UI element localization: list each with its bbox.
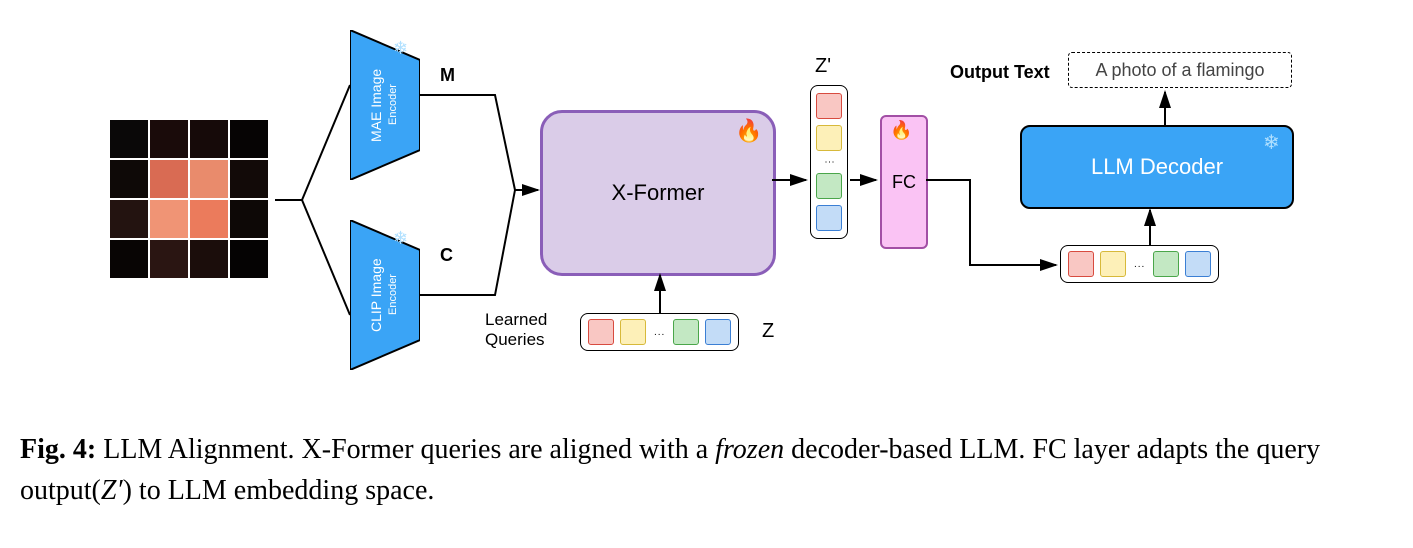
zprime-tokens: ⋮ <box>810 85 848 239</box>
snowflake-icon: ❄ <box>393 228 408 249</box>
mae-title: MAE Image <box>368 68 384 141</box>
image-patch <box>150 160 188 198</box>
snowflake-icon: ❄ <box>1263 130 1280 155</box>
token-green <box>816 173 842 199</box>
learned-queries-tokens: ... <box>580 313 739 351</box>
token-yellow <box>1100 251 1126 277</box>
ellipsis-icon: ... <box>652 327 667 338</box>
image-patch <box>190 160 228 198</box>
llm-decoder-block: LLM Decoder <box>1020 125 1294 209</box>
llm-label: LLM Decoder <box>1091 154 1223 180</box>
image-patch <box>150 200 188 238</box>
token-green <box>1153 251 1179 277</box>
image-patch <box>230 240 268 278</box>
fire-icon: 🔥 <box>890 120 912 141</box>
caption-italic: frozen <box>715 434 784 465</box>
image-patch <box>150 240 188 278</box>
llm-input-tokens: ... <box>1060 245 1219 283</box>
image-patch <box>190 240 228 278</box>
mae-encoder-label: MAE Image Encoder <box>368 60 402 150</box>
learned-queries-label: Learned Queries <box>485 310 547 351</box>
image-patch <box>190 200 228 238</box>
m-label: M <box>440 65 455 86</box>
figure-caption: Fig. 4: LLM Alignment. X-Former queries … <box>20 430 1390 511</box>
image-patch <box>110 120 148 158</box>
image-patch <box>190 120 228 158</box>
token-yellow <box>816 125 842 151</box>
token-red <box>588 319 614 345</box>
token-red <box>816 93 842 119</box>
clip-encoder-label: CLIP Image Encoder <box>368 250 402 340</box>
token-yellow <box>620 319 646 345</box>
caption-fig-label: Fig. 4: <box>20 434 96 465</box>
token-green <box>673 319 699 345</box>
ellipsis-icon: ⋮ <box>827 157 832 167</box>
ellipsis-icon: ... <box>1132 259 1147 270</box>
image-patch <box>150 120 188 158</box>
architecture-diagram: MAE Image Encoder ❄ CLIP Image Encoder ❄… <box>20 20 1393 390</box>
mae-sub: Encoder <box>387 85 399 126</box>
token-red <box>1068 251 1094 277</box>
caption-a: LLM Alignment. X-Former queries are alig… <box>96 434 715 465</box>
clip-sub: Encoder <box>387 275 399 316</box>
input-image-grid <box>110 120 268 278</box>
token-blue <box>705 319 731 345</box>
z-label: Z <box>762 320 774 343</box>
output-text-box: A photo of a flamingo <box>1068 52 1292 88</box>
caption-c: ) to LLM embedding space. <box>123 475 435 506</box>
xformer-label: X-Former <box>612 180 705 206</box>
output-text-value: A photo of a flamingo <box>1095 60 1264 81</box>
image-patch <box>230 120 268 158</box>
snowflake-icon: ❄ <box>393 38 408 59</box>
clip-title: CLIP Image <box>368 258 384 332</box>
image-patch <box>110 200 148 238</box>
token-blue <box>816 205 842 231</box>
zprime-label: Z' <box>815 55 831 78</box>
caption-zprime: Z′ <box>101 475 123 506</box>
image-patch <box>230 200 268 238</box>
token-blue <box>1185 251 1211 277</box>
fire-icon: 🔥 <box>735 118 762 144</box>
fc-label: FC <box>892 172 916 193</box>
output-text-label: Output Text <box>950 62 1050 83</box>
image-patch <box>110 160 148 198</box>
image-patch <box>230 160 268 198</box>
c-label: C <box>440 245 453 266</box>
image-patch <box>110 240 148 278</box>
